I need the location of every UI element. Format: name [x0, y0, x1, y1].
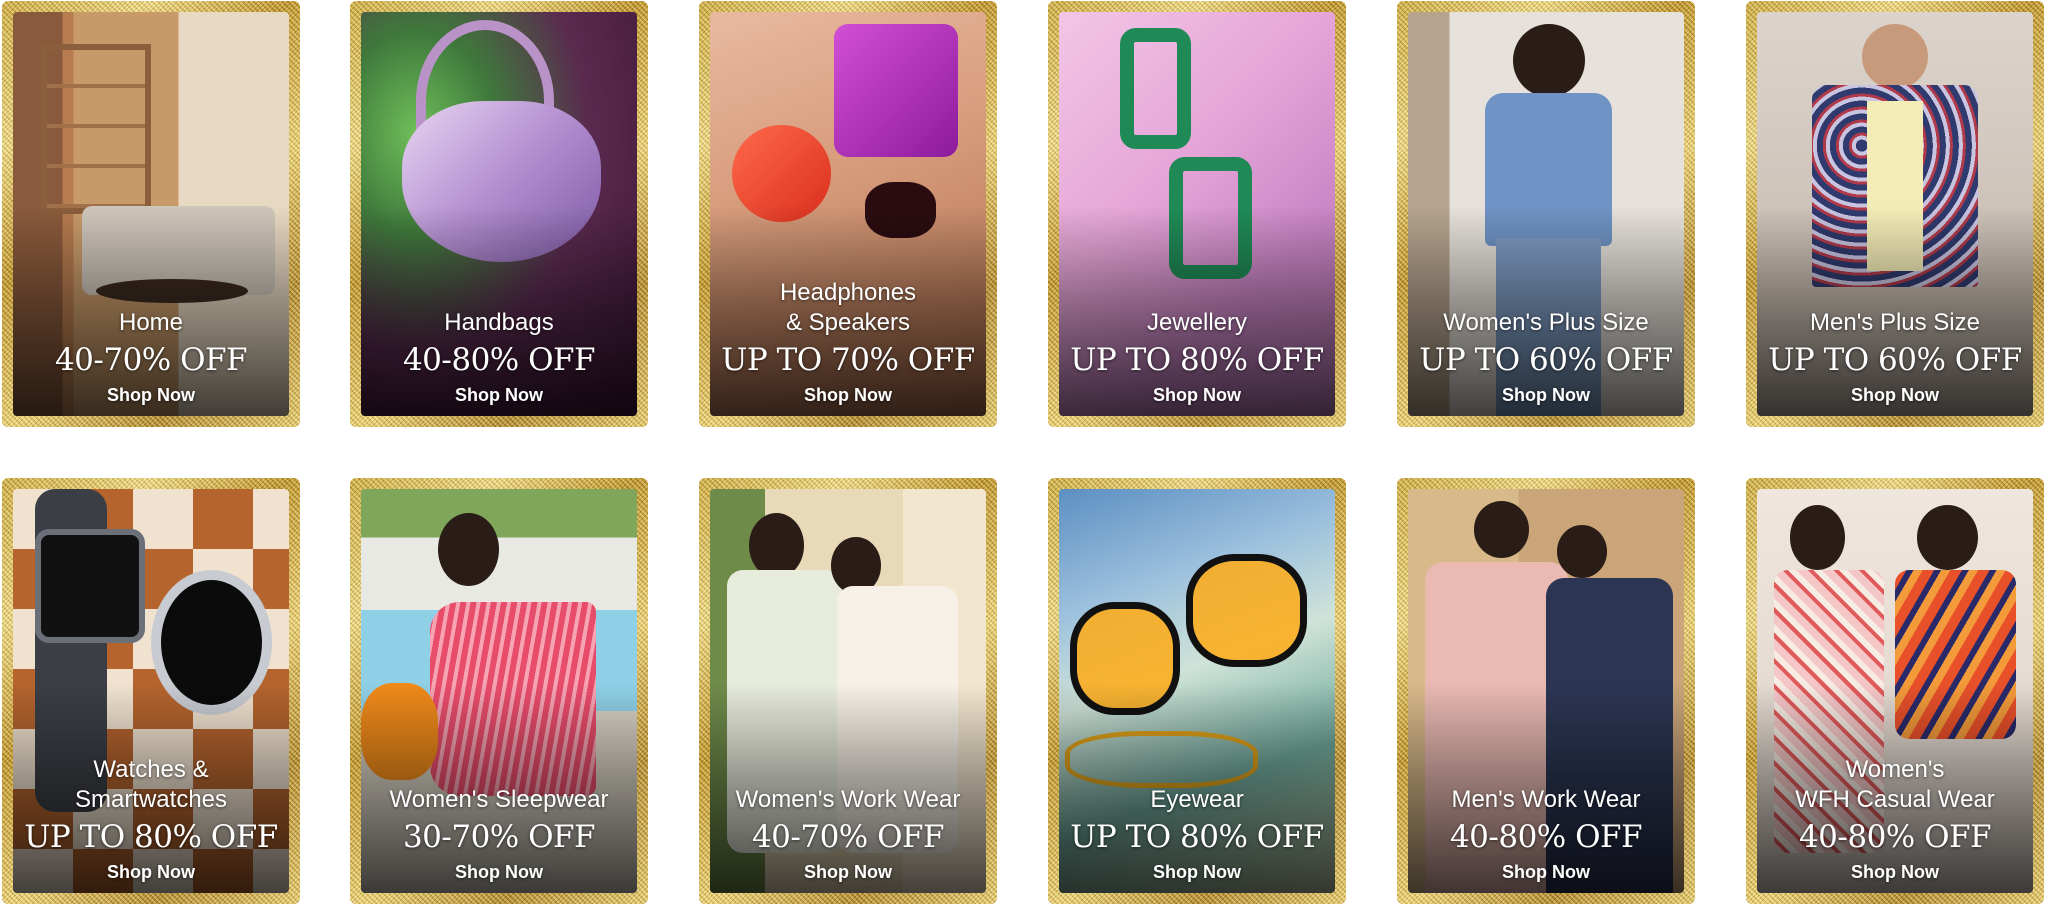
category-label: Men's Plus Size — [1810, 309, 1980, 336]
offer-label: UP TO 60% OFF — [1419, 342, 1673, 378]
offer-label: UP TO 80% OFF — [24, 819, 278, 855]
shop-now-link[interactable]: Shop Now — [1502, 862, 1590, 882]
caption-shade — [13, 682, 289, 893]
category-label: Eyewear — [1150, 786, 1244, 813]
offer-label: 40-80% OFF — [1798, 819, 1992, 855]
tile-frame: Jewellery UP TO 80% OFF Shop Now — [1059, 12, 1335, 416]
tile-caption: Women's WFH Casual Wear 40-80% OFF Shop … — [1757, 755, 2033, 883]
tile-frame: Women's WFH Casual Wear 40-80% OFF Shop … — [1757, 489, 2033, 893]
offer-label: 40-80% OFF — [402, 342, 596, 378]
shop-now-link[interactable]: Shop Now — [1851, 385, 1939, 405]
category-label: Jewellery — [1146, 309, 1248, 336]
tile-caption: Women's Sleepwear 30-70% OFF Shop Now — [361, 785, 637, 883]
tile-womens-work-wear[interactable]: Women's Work Wear 40-70% OFF Shop Now — [699, 478, 997, 904]
shop-now-link[interactable]: Shop Now — [107, 385, 195, 405]
tile-frame: Home 40-70% OFF Shop Now — [13, 12, 289, 416]
caption-shade — [1408, 205, 1684, 416]
shop-now-link[interactable]: Shop Now — [455, 862, 543, 882]
category-label: Women's WFH Casual Wear — [1795, 756, 1995, 813]
tile-womens-sleepwear[interactable]: Women's Sleepwear 30-70% OFF Shop Now — [350, 478, 648, 904]
category-label: Home — [118, 309, 184, 336]
category-label: Men's Work Wear — [1451, 786, 1641, 813]
caption-shade — [361, 205, 637, 416]
tile-caption: Eyewear UP TO 80% OFF Shop Now — [1059, 785, 1335, 883]
tile-caption: Men's Work Wear 40-80% OFF Shop Now — [1408, 785, 1684, 883]
offer-label: UP TO 80% OFF — [1070, 819, 1324, 855]
tile-home[interactable]: Home 40-70% OFF Shop Now — [2, 1, 300, 427]
tile-mens-plus-size[interactable]: Men's Plus Size UP TO 60% OFF Shop Now — [1746, 1, 2044, 427]
tile-caption: Handbags 40-80% OFF Shop Now — [361, 308, 637, 406]
caption-shade — [710, 682, 986, 893]
category-label: Women's Plus Size — [1443, 309, 1649, 336]
tile-womens-plus-size[interactable]: Women's Plus Size UP TO 60% OFF Shop Now — [1397, 1, 1695, 427]
offer-label: 40-70% OFF — [54, 342, 248, 378]
tile-jewellery[interactable]: Jewellery UP TO 80% OFF Shop Now — [1048, 1, 1346, 427]
category-label: Women's Sleepwear — [389, 786, 609, 813]
tile-caption: Men's Plus Size UP TO 60% OFF Shop Now — [1757, 308, 2033, 406]
tile-frame: Men's Plus Size UP TO 60% OFF Shop Now — [1757, 12, 2033, 416]
shop-now-link[interactable]: Shop Now — [455, 385, 543, 405]
tile-caption: Women's Plus Size UP TO 60% OFF Shop Now — [1408, 308, 1684, 406]
tile-frame: Women's Plus Size UP TO 60% OFF Shop Now — [1408, 12, 1684, 416]
category-label: Watches & Smartwatches — [74, 756, 228, 813]
shop-now-link[interactable]: Shop Now — [804, 862, 892, 882]
offer-label: UP TO 80% OFF — [1070, 342, 1324, 378]
shop-now-link[interactable]: Shop Now — [1153, 862, 1241, 882]
shop-now-link[interactable]: Shop Now — [107, 862, 195, 882]
tile-frame: Handbags 40-80% OFF Shop Now — [361, 12, 637, 416]
tile-frame: Women's Sleepwear 30-70% OFF Shop Now — [361, 489, 637, 893]
tile-frame: Women's Work Wear 40-70% OFF Shop Now — [710, 489, 986, 893]
offer-label: UP TO 70% OFF — [721, 342, 975, 378]
caption-shade — [710, 205, 986, 416]
shop-now-link[interactable]: Shop Now — [1851, 862, 1939, 882]
tile-caption: Home 40-70% OFF Shop Now — [13, 308, 289, 406]
tile-frame: Watches & Smartwatches UP TO 80% OFF Sho… — [13, 489, 289, 893]
caption-shade — [361, 682, 637, 893]
shop-now-link[interactable]: Shop Now — [1502, 385, 1590, 405]
tile-handbags[interactable]: Handbags 40-80% OFF Shop Now — [350, 1, 648, 427]
offer-label: UP TO 60% OFF — [1768, 342, 2022, 378]
tile-frame: Men's Work Wear 40-80% OFF Shop Now — [1408, 489, 1684, 893]
tile-mens-work-wear[interactable]: Men's Work Wear 40-80% OFF Shop Now — [1397, 478, 1695, 904]
caption-shade — [1059, 205, 1335, 416]
tile-caption: Watches & Smartwatches UP TO 80% OFF Sho… — [13, 755, 289, 883]
tile-headphones-speakers[interactable]: Headphones & Speakers UP TO 70% OFF Shop… — [699, 1, 997, 427]
caption-shade — [13, 205, 289, 416]
caption-shade — [1059, 682, 1335, 893]
shop-now-link[interactable]: Shop Now — [804, 385, 892, 405]
category-label: Headphones & Speakers — [779, 279, 917, 336]
caption-shade — [1757, 205, 2033, 416]
category-label: Handbags — [444, 309, 554, 336]
caption-shade — [1757, 682, 2033, 893]
category-label: Women's Work Wear — [735, 786, 961, 813]
tile-frame: Eyewear UP TO 80% OFF Shop Now — [1059, 489, 1335, 893]
tile-eyewear[interactable]: Eyewear UP TO 80% OFF Shop Now — [1048, 478, 1346, 904]
tile-womens-wfh-casual-wear[interactable]: Women's WFH Casual Wear 40-80% OFF Shop … — [1746, 478, 2044, 904]
tile-caption: Headphones & Speakers UP TO 70% OFF Shop… — [710, 278, 986, 406]
caption-shade — [1408, 682, 1684, 893]
tile-frame: Headphones & Speakers UP TO 70% OFF Shop… — [710, 12, 986, 416]
offer-label: 40-70% OFF — [751, 819, 945, 855]
tile-watches-smartwatches[interactable]: Watches & Smartwatches UP TO 80% OFF Sho… — [2, 478, 300, 904]
tile-caption: Jewellery UP TO 80% OFF Shop Now — [1059, 308, 1335, 406]
tile-caption: Women's Work Wear 40-70% OFF Shop Now — [710, 785, 986, 883]
offer-label: 30-70% OFF — [402, 819, 596, 855]
offer-label: 40-80% OFF — [1449, 819, 1643, 855]
shop-now-link[interactable]: Shop Now — [1153, 385, 1241, 405]
